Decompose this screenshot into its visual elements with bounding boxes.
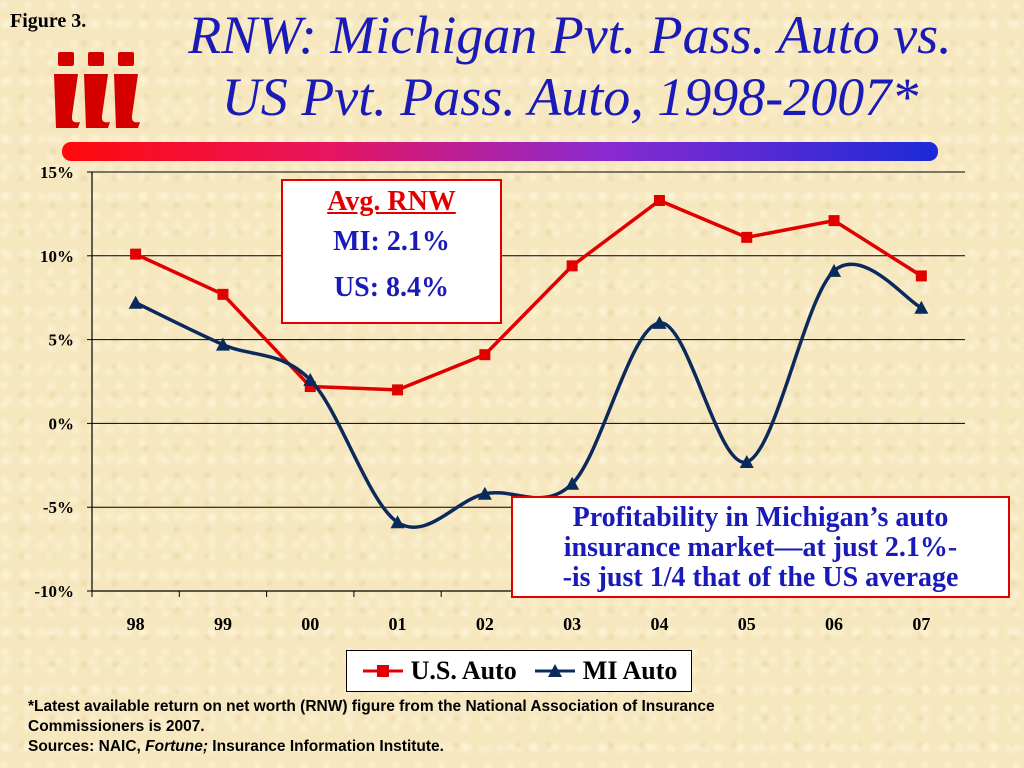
x-tick-label: 98 xyxy=(127,614,145,634)
chart-legend: U.S. Auto MI Auto xyxy=(346,650,692,692)
legend-label-us-auto: U.S. Auto xyxy=(410,656,517,685)
avg-rnw-box: Avg. RNW MI: 2.1% US: 8.4% xyxy=(281,179,502,324)
x-tick-label: 02 xyxy=(476,614,494,634)
title-line-2: US Pvt. Pass. Auto, 1998-2007* xyxy=(221,67,919,127)
us-auto-point xyxy=(741,231,753,243)
x-tick-label: 06 xyxy=(825,614,843,634)
mi-auto-line xyxy=(134,262,923,529)
us-auto-point xyxy=(217,288,229,300)
series xyxy=(128,194,929,529)
y-tick-label: -10% xyxy=(34,582,74,601)
mi-auto-point xyxy=(652,315,667,329)
x-tick-label: 99 xyxy=(214,614,232,634)
us-auto-point xyxy=(479,349,491,361)
chart-title: RNW: Michigan Pvt. Pass. Auto vs. US Pvt… xyxy=(120,4,1020,128)
us-auto-line xyxy=(134,198,923,392)
callout-line-2: insurance market—at just 2.1%- xyxy=(563,532,958,563)
footnote: *Latest available return on net worth (R… xyxy=(28,697,1008,757)
x-tick-label: 05 xyxy=(738,614,756,634)
mi-auto-point xyxy=(215,337,230,351)
mi-auto-point xyxy=(827,263,842,277)
mi-auto-point xyxy=(565,476,580,490)
x-tick-labels: 98 99 00 01 02 03 04 05 06 07 xyxy=(127,614,931,634)
profitability-callout: Profitability in Michigan’s auto insuran… xyxy=(511,496,1010,598)
legend-label-mi-auto: MI Auto xyxy=(582,656,678,685)
sources-prefix: Sources: NAIC, xyxy=(28,738,146,755)
legend-item-us-auto: U.S. Auto xyxy=(361,656,517,686)
y-tick-label: 15% xyxy=(40,163,74,182)
legend-mi-auto-marker-icon xyxy=(534,664,575,677)
y-tick-label: 5% xyxy=(49,331,75,350)
title-underline-bar xyxy=(62,142,938,161)
x-tick-label: 01 xyxy=(389,614,407,634)
mi-auto-point xyxy=(739,454,754,468)
mi-auto-point xyxy=(914,300,929,314)
us-auto-point xyxy=(653,194,665,206)
mi-auto-point xyxy=(303,372,318,386)
us-auto-point xyxy=(828,215,840,227)
us-auto-point xyxy=(304,381,316,393)
y-tick-label: 0% xyxy=(49,414,75,433)
x-tick-label: 04 xyxy=(650,614,668,634)
x-tick-label: 03 xyxy=(563,614,581,634)
x-tick-label: 00 xyxy=(301,614,319,634)
y-tick-label: 10% xyxy=(40,247,74,266)
title-line-1: RNW: Michigan Pvt. Pass. Auto vs. xyxy=(188,5,952,65)
callout-line-1: Profitability in Michigan’s auto xyxy=(572,502,949,533)
us-auto-point xyxy=(392,384,404,396)
legend-item-mi-auto: MI Auto xyxy=(533,656,678,686)
footnote-line-1: *Latest available return on net worth (R… xyxy=(28,698,715,715)
us-auto-point xyxy=(566,260,578,272)
us-auto-point xyxy=(130,248,142,260)
footnote-line-2: Commissioners is 2007. xyxy=(28,718,205,735)
sources-fortune: Fortune; xyxy=(145,738,208,755)
footnote-sources: Sources: NAIC, Fortune; Insurance Inform… xyxy=(28,737,1008,757)
iii-logo xyxy=(54,52,140,128)
us-auto-point xyxy=(915,270,927,282)
legend-us-auto-marker-icon xyxy=(362,665,403,677)
y-tick-label: -5% xyxy=(43,498,74,517)
figure-label: Figure 3. xyxy=(10,10,87,32)
mi-auto-point xyxy=(477,486,492,500)
y-tick-labels: -10% -5% 0% 5% 10% 15% xyxy=(34,163,74,601)
sources-suffix: Insurance Information Institute. xyxy=(208,738,444,755)
callout-line-3: -is just 1/4 that of the US average xyxy=(562,562,959,593)
avg-rnw-us: US: 8.4% xyxy=(333,272,450,303)
mi-auto-point xyxy=(128,295,143,309)
avg-rnw-title: Avg. RNW xyxy=(327,186,456,217)
x-tick-label: 07 xyxy=(912,614,930,634)
avg-rnw-mi: MI: 2.1% xyxy=(333,226,450,257)
mi-auto-point xyxy=(390,515,405,529)
